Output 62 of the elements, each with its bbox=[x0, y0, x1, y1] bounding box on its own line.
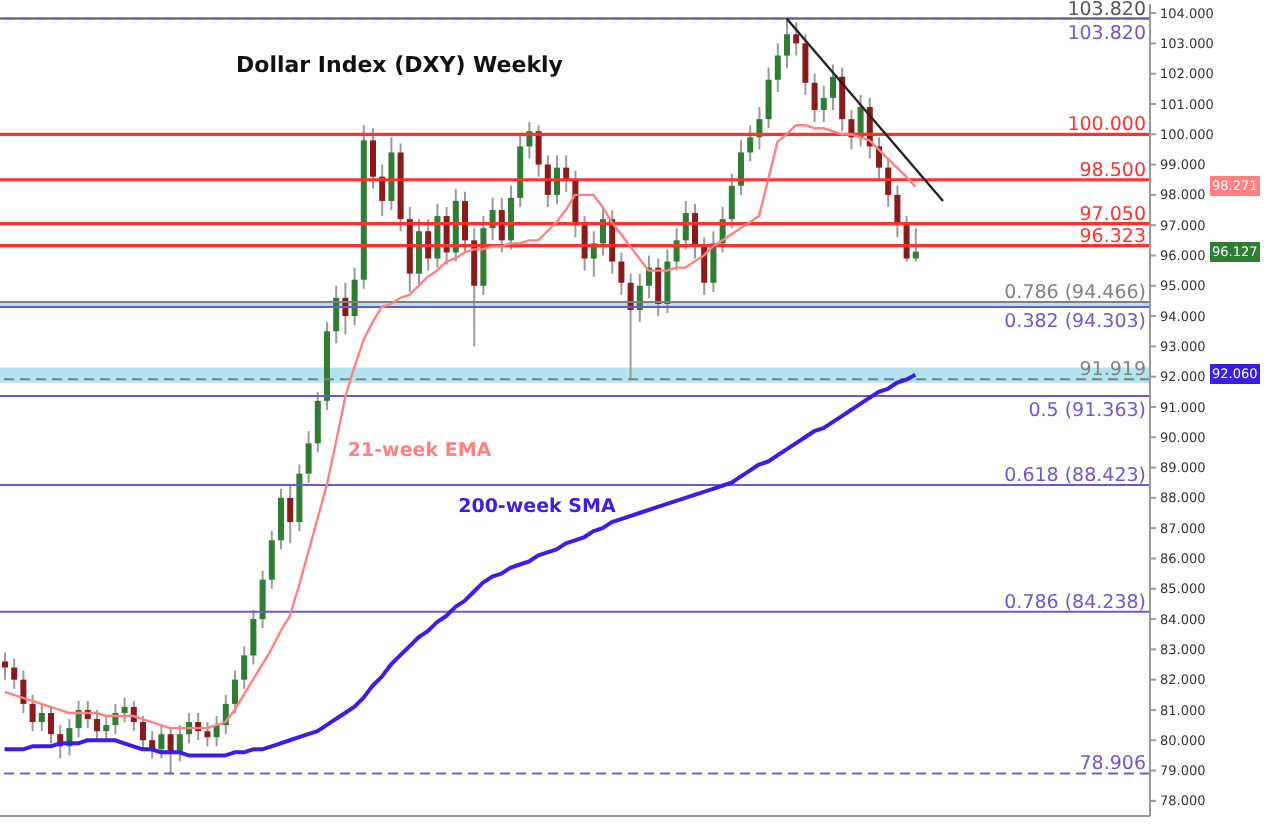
candlestick bbox=[508, 184, 514, 251]
candlestick bbox=[94, 708, 100, 742]
candlestick bbox=[820, 84, 827, 124]
line-series bbox=[2, 372, 918, 758]
candlestick bbox=[370, 127, 376, 190]
candlestick bbox=[204, 721, 211, 748]
candlestick bbox=[176, 724, 183, 763]
candlestick bbox=[140, 715, 146, 751]
ref-line-label: 103.820 bbox=[1067, 22, 1146, 45]
candlestick bbox=[774, 42, 781, 93]
candlestick bbox=[784, 17, 790, 69]
candlestick bbox=[618, 251, 625, 296]
candlestick bbox=[903, 215, 910, 263]
candlestick bbox=[305, 430, 312, 484]
ref-line-label: 0.786 (84.238) bbox=[1004, 591, 1146, 614]
ref-line-label: 78.906 bbox=[1079, 753, 1146, 776]
candlestick bbox=[581, 215, 588, 272]
candlestick bbox=[839, 66, 846, 133]
candlestick bbox=[232, 669, 238, 714]
candlestick bbox=[2, 651, 8, 681]
candlestick bbox=[811, 72, 818, 124]
ref-line-label: 0.618 (88.423) bbox=[1004, 465, 1146, 488]
text: Dollar Index (DXY) Weekly bbox=[236, 52, 563, 78]
candlestick bbox=[29, 693, 36, 733]
candlestick bbox=[462, 190, 468, 254]
candlestick bbox=[747, 124, 754, 163]
candlestick bbox=[38, 702, 45, 733]
ref-line-label: 96.323 bbox=[1079, 225, 1146, 248]
candlestick bbox=[250, 608, 257, 666]
candlestick bbox=[268, 530, 275, 590]
candlestick bbox=[802, 33, 809, 96]
candlestick bbox=[158, 724, 165, 760]
ref-line-label: 0.5 (91.363) bbox=[1028, 399, 1146, 422]
candlestick bbox=[314, 390, 321, 454]
candlestick bbox=[425, 218, 432, 272]
candlestick bbox=[738, 139, 744, 196]
candlestick bbox=[259, 569, 266, 630]
candlestick bbox=[793, 21, 800, 57]
ref-line-label: 0.382 (94.303) bbox=[1004, 310, 1146, 333]
candlestick bbox=[876, 136, 882, 181]
candlestick bbox=[535, 124, 542, 178]
candlestick bbox=[48, 705, 54, 745]
series-label: 200-week SMA bbox=[458, 495, 616, 518]
ref-line-label: 97.050 bbox=[1079, 203, 1146, 226]
candlestick bbox=[765, 66, 772, 130]
ref-line-label: 100.000 bbox=[1067, 114, 1146, 137]
candlestick bbox=[830, 63, 836, 112]
candlestick bbox=[701, 236, 708, 296]
candlestick bbox=[673, 227, 680, 272]
candlestick bbox=[278, 487, 284, 551]
ref-line-label: 103.820 bbox=[1067, 0, 1146, 21]
candlestick bbox=[728, 172, 735, 230]
ref-line-label: 0.786 (94.466) bbox=[1004, 281, 1146, 304]
candlestick bbox=[287, 484, 294, 545]
candlestick bbox=[912, 227, 919, 263]
candlestick bbox=[416, 218, 422, 287]
candlestick bbox=[241, 645, 248, 690]
candlestick bbox=[121, 696, 128, 724]
ref-line-label: 98.500 bbox=[1079, 159, 1146, 182]
series-label: 21-week EMA bbox=[347, 439, 492, 462]
candlestick bbox=[11, 657, 18, 690]
candlestick bbox=[103, 715, 110, 742]
